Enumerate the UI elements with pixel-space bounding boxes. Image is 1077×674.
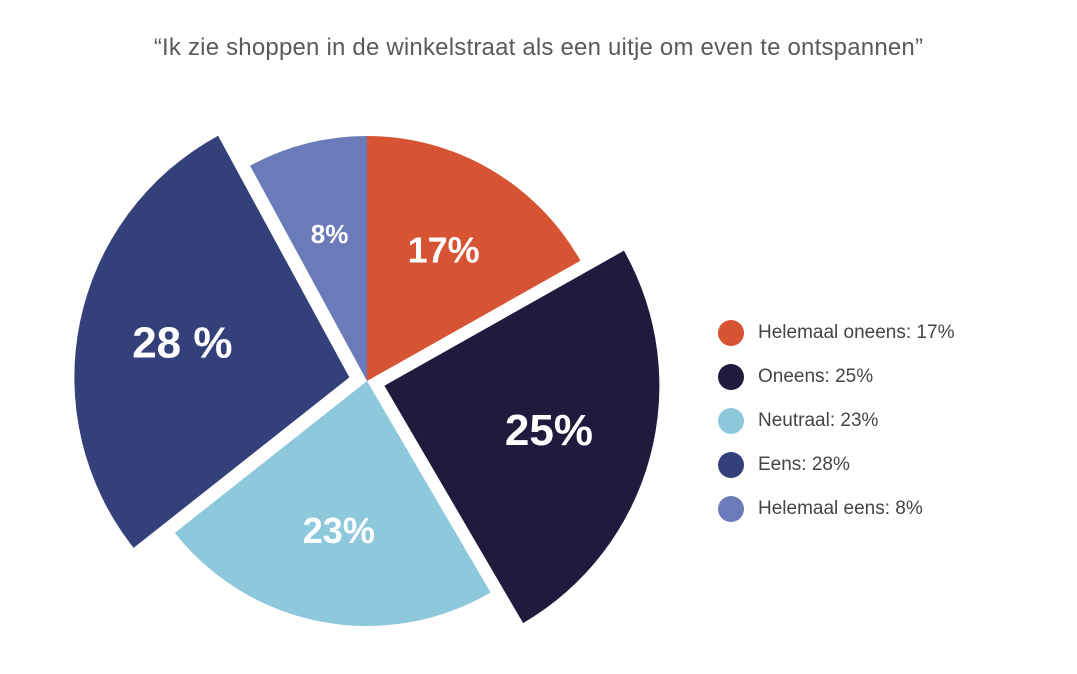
legend-item-helemaal-eens: Helemaal eens: 8% bbox=[718, 487, 1058, 531]
slice-label: 8% bbox=[311, 219, 349, 249]
slice-label: 23% bbox=[303, 510, 375, 551]
legend-label: Oneens: 25% bbox=[758, 366, 874, 387]
chart-title: “Ik zie shoppen in de winkelstraat als e… bbox=[153, 34, 924, 61]
pie-slice bbox=[74, 135, 350, 548]
slice-label: 28 % bbox=[132, 319, 232, 368]
legend-swatch bbox=[718, 320, 744, 346]
legend-item-oneens: Oneens: 25% bbox=[718, 355, 1058, 399]
legend-item-helemaal-oneens: Helemaal oneens: 17% bbox=[718, 311, 1058, 355]
legend-swatch bbox=[718, 496, 744, 522]
pie-slice bbox=[250, 136, 367, 381]
pie-slice bbox=[367, 136, 581, 381]
legend-label: Helemaal eens: 8% bbox=[758, 498, 923, 519]
legend-item-eens: Eens: 28% bbox=[718, 443, 1058, 487]
legend: Helemaal oneens: 17% Oneens: 25% Neutraa… bbox=[718, 311, 1058, 531]
legend-item-neutraal: Neutraal: 23% bbox=[718, 399, 1058, 443]
pie-slice bbox=[384, 250, 660, 624]
legend-swatch bbox=[718, 364, 744, 390]
legend-label: Helemaal oneens: 17% bbox=[758, 322, 955, 343]
slice-label: 25% bbox=[505, 406, 593, 455]
legend-label: Neutraal: 23% bbox=[758, 410, 879, 431]
pie-slice bbox=[174, 381, 491, 626]
legend-label: Eens: 28% bbox=[758, 454, 850, 475]
slice-label: 17% bbox=[408, 229, 480, 270]
legend-swatch bbox=[718, 408, 744, 434]
legend-swatch bbox=[718, 452, 744, 478]
